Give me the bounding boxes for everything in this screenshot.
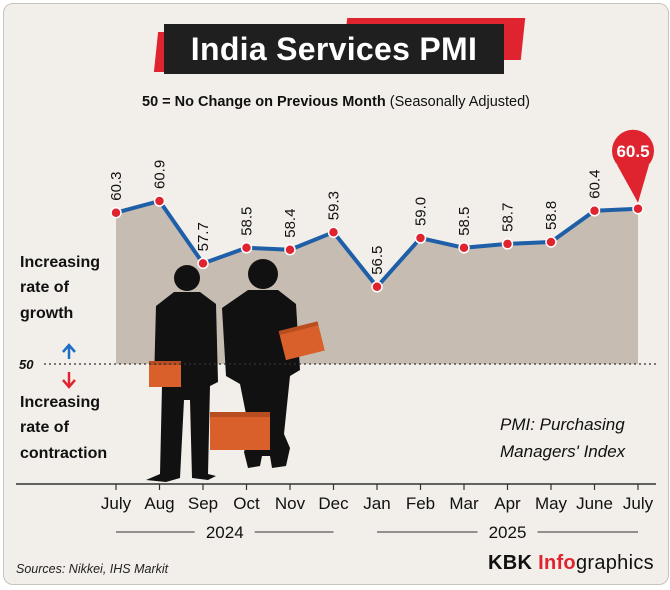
title-box [164, 24, 504, 74]
x-tick-label: Jan [363, 494, 390, 513]
x-tick-label: Apr [494, 494, 521, 513]
reference-label-50: 50 [19, 357, 34, 372]
x-tick-label: May [535, 494, 568, 513]
data-label: 58.4 [282, 209, 299, 238]
chart-title: India Services PMI [190, 31, 478, 67]
data-label: 58.8 [543, 201, 560, 230]
x-tick-label: Mar [449, 494, 479, 513]
data-point [371, 281, 383, 293]
x-tick-label: Dec [318, 494, 349, 513]
data-point [501, 238, 514, 250]
data-point [240, 242, 253, 254]
data-point [414, 232, 427, 244]
chart-svg: 50 60.3 July 60.9 Aug 57.7 Sep 58.5 Oct 58.4 Nov 59… [16, 129, 656, 542]
x-tick-label: Oct [233, 494, 260, 513]
brand-logo: KBK Infographics [488, 552, 654, 575]
subtitle-normal: (Seasonally Adjusted) [389, 94, 530, 110]
x-tick-label: Sep [188, 494, 218, 513]
growth-label-line: rate of [20, 279, 69, 297]
data-point [284, 244, 296, 256]
data-point [110, 206, 122, 219]
brand-part1: KBK [488, 552, 539, 574]
subtitle-bold: 50 = No Change on Previous Month [142, 94, 386, 110]
growth-label-line: growth [20, 304, 74, 322]
callout-pointer [617, 164, 649, 203]
data-label: 60.9 [152, 160, 169, 189]
x-tick-label: Aug [144, 494, 174, 513]
chart-subtitle: 50 = No Change on Previous Month (Season… [4, 94, 668, 110]
up-arrow-icon [62, 343, 76, 359]
x-tick-label: Nov [275, 494, 306, 513]
growth-label-line: Increasing [20, 254, 101, 271]
down-arrow-icon [62, 372, 76, 389]
pmi-note-line: Managers' Index [500, 441, 626, 461]
data-label: 59.0 [413, 197, 430, 226]
data-point [545, 236, 557, 248]
data-point [458, 242, 470, 254]
data-point [197, 257, 209, 270]
data-label: 58.5 [239, 207, 256, 236]
pmi-note-line: PMI: Purchasing [500, 415, 625, 434]
year-label: 2025 [489, 523, 527, 542]
data-label: 60.3 [108, 171, 125, 200]
brand-part3: graphics [575, 552, 654, 574]
contraction-label-line: rate of [20, 419, 69, 437]
contraction-label-line: contraction [20, 444, 108, 462]
brand-part2: Info [538, 552, 576, 574]
growth-label: Increasing rate of growth [20, 254, 100, 323]
contraction-label: Increasing rate of contraction [20, 394, 107, 463]
sources-text: Sources: Nikkei, IHS Markit [16, 562, 169, 576]
x-tick-label: July [623, 494, 654, 513]
data-label: 59.3 [326, 191, 343, 220]
year-label: 2024 [206, 523, 244, 542]
data-point [327, 226, 340, 238]
infographic: India Services PMI 50 = No Change on Pre… [3, 3, 669, 585]
x-tick-label: July [101, 494, 132, 513]
contraction-label-line: Increasing [20, 394, 101, 411]
data-label: 56.5 [369, 246, 386, 275]
data-point [632, 203, 644, 215]
data-label: 60.4 [587, 170, 604, 199]
x-tick-label: Feb [406, 494, 435, 513]
data-point [588, 205, 601, 217]
data-label: 58.5 [456, 207, 473, 236]
data-label: 58.7 [500, 203, 517, 232]
callout-badge [612, 129, 654, 172]
data-label: 57.7 [195, 222, 212, 251]
x-tick-label: June [576, 494, 613, 513]
data-label-highlight: 60.5 [616, 142, 649, 161]
data-point [153, 195, 166, 207]
pmi-note: PMI: Purchasing Managers' Index [500, 414, 625, 464]
businessmen-illustration [146, 259, 325, 482]
